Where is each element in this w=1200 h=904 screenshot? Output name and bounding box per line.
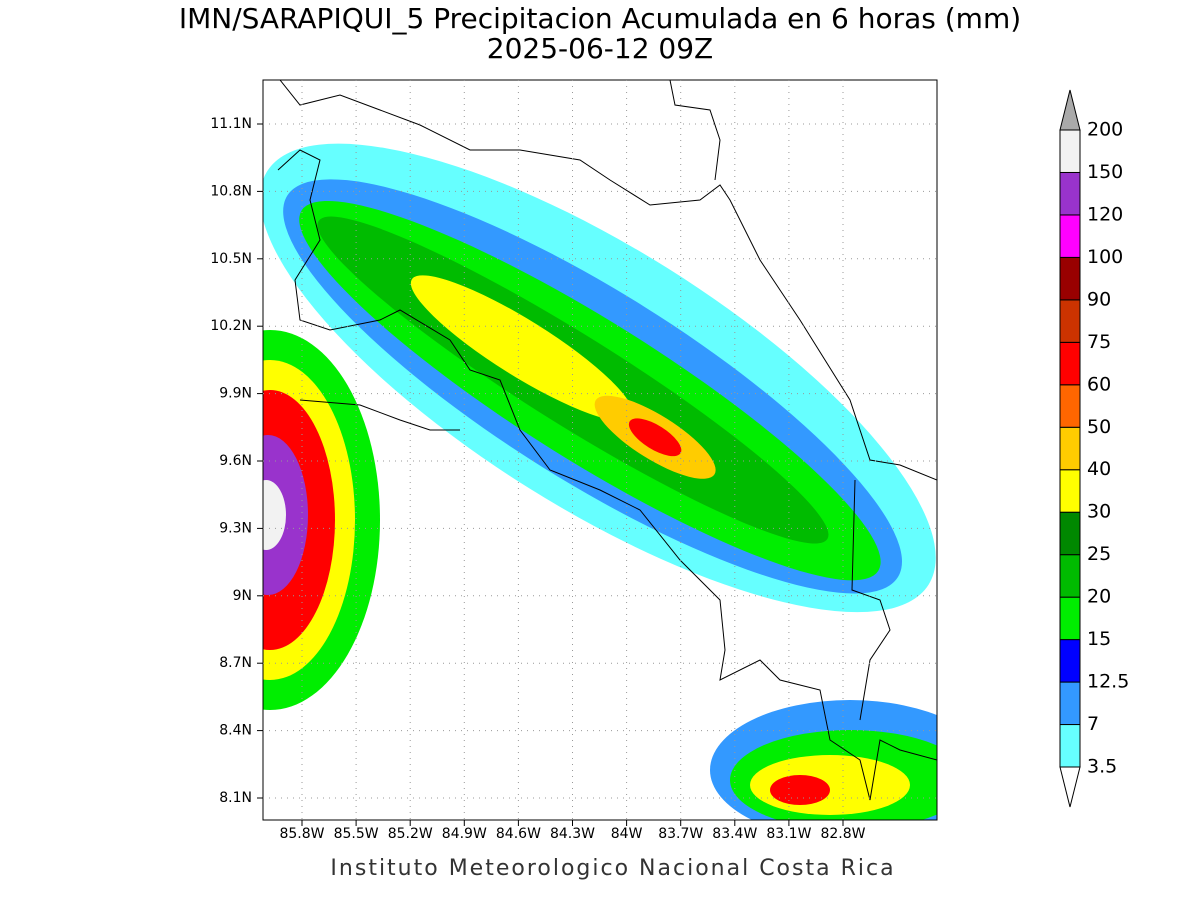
lat-tick-label: 9.3N	[219, 520, 252, 536]
plot-frame	[262, 79, 938, 821]
colorbar-label: 20	[1087, 586, 1111, 608]
colorbar-box	[1059, 596, 1081, 641]
lon-tick-label: 83.4W	[712, 826, 757, 842]
lat-tick-label: 8.1N	[219, 790, 252, 806]
colorbar-label: 120	[1087, 203, 1123, 225]
colorbar-box	[1059, 129, 1081, 173]
colorbar-label: 12.5	[1087, 671, 1129, 693]
colorbar-label: 150	[1087, 161, 1123, 183]
lat-tick-label: 10.2N	[210, 318, 252, 334]
footer: Instituto Meteorologico Nacional Costa R…	[330, 856, 895, 881]
colorbar-box	[1059, 469, 1081, 513]
colorbar-label: 3.5	[1087, 756, 1117, 778]
colorbar: 3.5 7 12.5 15 20 25 30 40 50 60 75 90 100 120 150 200	[1059, 89, 1129, 808]
colorbar-box	[1059, 426, 1081, 471]
colorbar-label: 100	[1087, 246, 1123, 268]
lat-tick-label: 11.1N	[210, 116, 252, 132]
colorbar-box	[1059, 171, 1081, 216]
colorbar-label: 40	[1087, 458, 1111, 480]
lon-tick-label: 83.1W	[766, 826, 811, 842]
colorbar-box	[1059, 724, 1081, 768]
colorbar-box	[1059, 681, 1081, 726]
lat-tick-label: 9.6N	[219, 453, 252, 469]
lat-tick-label: 8.4N	[219, 723, 252, 739]
lat-tick-label: 10.5N	[210, 251, 252, 267]
lon-tick-label: 85.8W	[279, 826, 324, 842]
lat-tick-label: 8.7N	[219, 655, 252, 671]
lon-tick-label: 85.2W	[388, 826, 433, 842]
colorbar-label: 50	[1087, 416, 1111, 438]
lon-tick-label: 82.8W	[820, 826, 865, 842]
colorbar-box	[1059, 639, 1081, 683]
colorbar-box	[1059, 511, 1081, 556]
colorbar-box	[1059, 554, 1081, 598]
colorbar-box	[1059, 384, 1081, 428]
lon-tick-label: 84W	[611, 826, 643, 842]
lon-tick-label: 83.7W	[658, 826, 703, 842]
lon-tick-label: 84.6W	[496, 826, 541, 842]
colorbar-label: 90	[1087, 288, 1111, 310]
lon-tick-label: 85.5W	[334, 826, 379, 842]
colorbar-label: 60	[1087, 373, 1111, 395]
lat-tick-label: 10.8N	[210, 183, 252, 199]
precip-field	[263, 143, 937, 820]
coastlines	[277, 80, 937, 801]
colorbar-box	[1059, 256, 1081, 301]
lat-tick-label: 9.9N	[219, 386, 252, 402]
colorbar-box	[1059, 341, 1081, 386]
lon-tick-label: 84.9W	[442, 826, 487, 842]
colorbar-box	[1059, 299, 1081, 343]
colorbar-label: 25	[1087, 543, 1111, 565]
colorbar-label: 75	[1087, 331, 1111, 353]
title-line: 2025-06-12 09Z	[487, 32, 713, 65]
axes: 11.1N 10.8N 10.5N 10.2N 9.9N 9.6N 9.3N 9N 8.7N 8.…	[210, 80, 937, 842]
lon-tick-label: 84.3W	[550, 826, 595, 842]
title-line: IMN/SARAPIQUI_5 Precipitacion Acumulada …	[179, 2, 1021, 35]
colorbar-label: 15	[1087, 628, 1111, 650]
colorbar-over	[1059, 89, 1081, 131]
colorbar-label: 30	[1087, 501, 1111, 523]
lat-tick-label: 9N	[233, 588, 252, 604]
colorbar-under	[1059, 766, 1081, 808]
colorbar-label: 7	[1087, 713, 1099, 735]
colorbar-box	[1059, 214, 1081, 258]
colorbar-label: 200	[1087, 119, 1123, 141]
